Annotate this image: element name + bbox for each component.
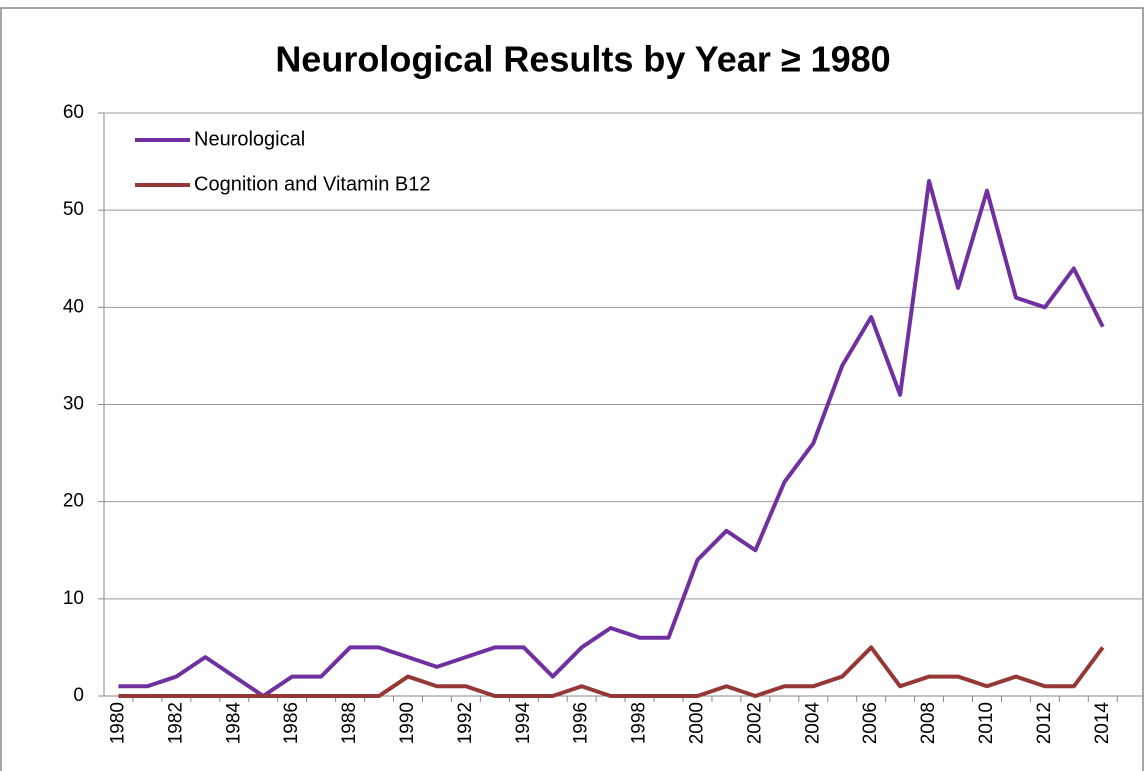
y-tick-label: 50 bbox=[63, 199, 84, 220]
x-tick-label: 2012 bbox=[1034, 702, 1055, 744]
y-tick-label: 40 bbox=[63, 296, 84, 317]
x-tick-label: 2006 bbox=[860, 702, 881, 744]
y-tick-label: 10 bbox=[63, 588, 84, 609]
series-line bbox=[118, 645, 1105, 698]
series-line bbox=[118, 179, 1105, 698]
x-tick-label: 2010 bbox=[976, 702, 997, 744]
y-tick-label: 60 bbox=[63, 102, 84, 123]
x-tick-label: 1992 bbox=[455, 702, 476, 744]
y-tick-label: 0 bbox=[73, 685, 84, 706]
x-tick-label: 1998 bbox=[629, 702, 650, 744]
legend-label: Neurological bbox=[194, 128, 305, 150]
x-tick-label: 1986 bbox=[281, 702, 302, 744]
y-tick-label: 20 bbox=[63, 491, 84, 512]
chart-border bbox=[0, 7, 1144, 771]
chart-title: Neurological Results by Year ≥ 1980 bbox=[275, 39, 890, 80]
x-tick-label: 1996 bbox=[571, 702, 592, 744]
x-tick-label: 2004 bbox=[802, 702, 823, 745]
x-tick-label: 1984 bbox=[223, 702, 244, 745]
x-tick-label: 1980 bbox=[107, 702, 128, 744]
x-tick-label: 1994 bbox=[513, 702, 534, 745]
x-tick-label: 2002 bbox=[744, 702, 765, 744]
x-tick-label: 2000 bbox=[686, 702, 707, 744]
x-tick-label: 1990 bbox=[397, 702, 418, 744]
x-tick-label: 1988 bbox=[339, 702, 360, 744]
x-tick-label: 2008 bbox=[918, 702, 939, 744]
legend-label: Cognition and Vitamin B12 bbox=[194, 173, 430, 195]
y-tick-label: 30 bbox=[63, 394, 84, 415]
x-tick-label: 1982 bbox=[165, 702, 186, 744]
x-tick-label: 2014 bbox=[1092, 702, 1113, 745]
